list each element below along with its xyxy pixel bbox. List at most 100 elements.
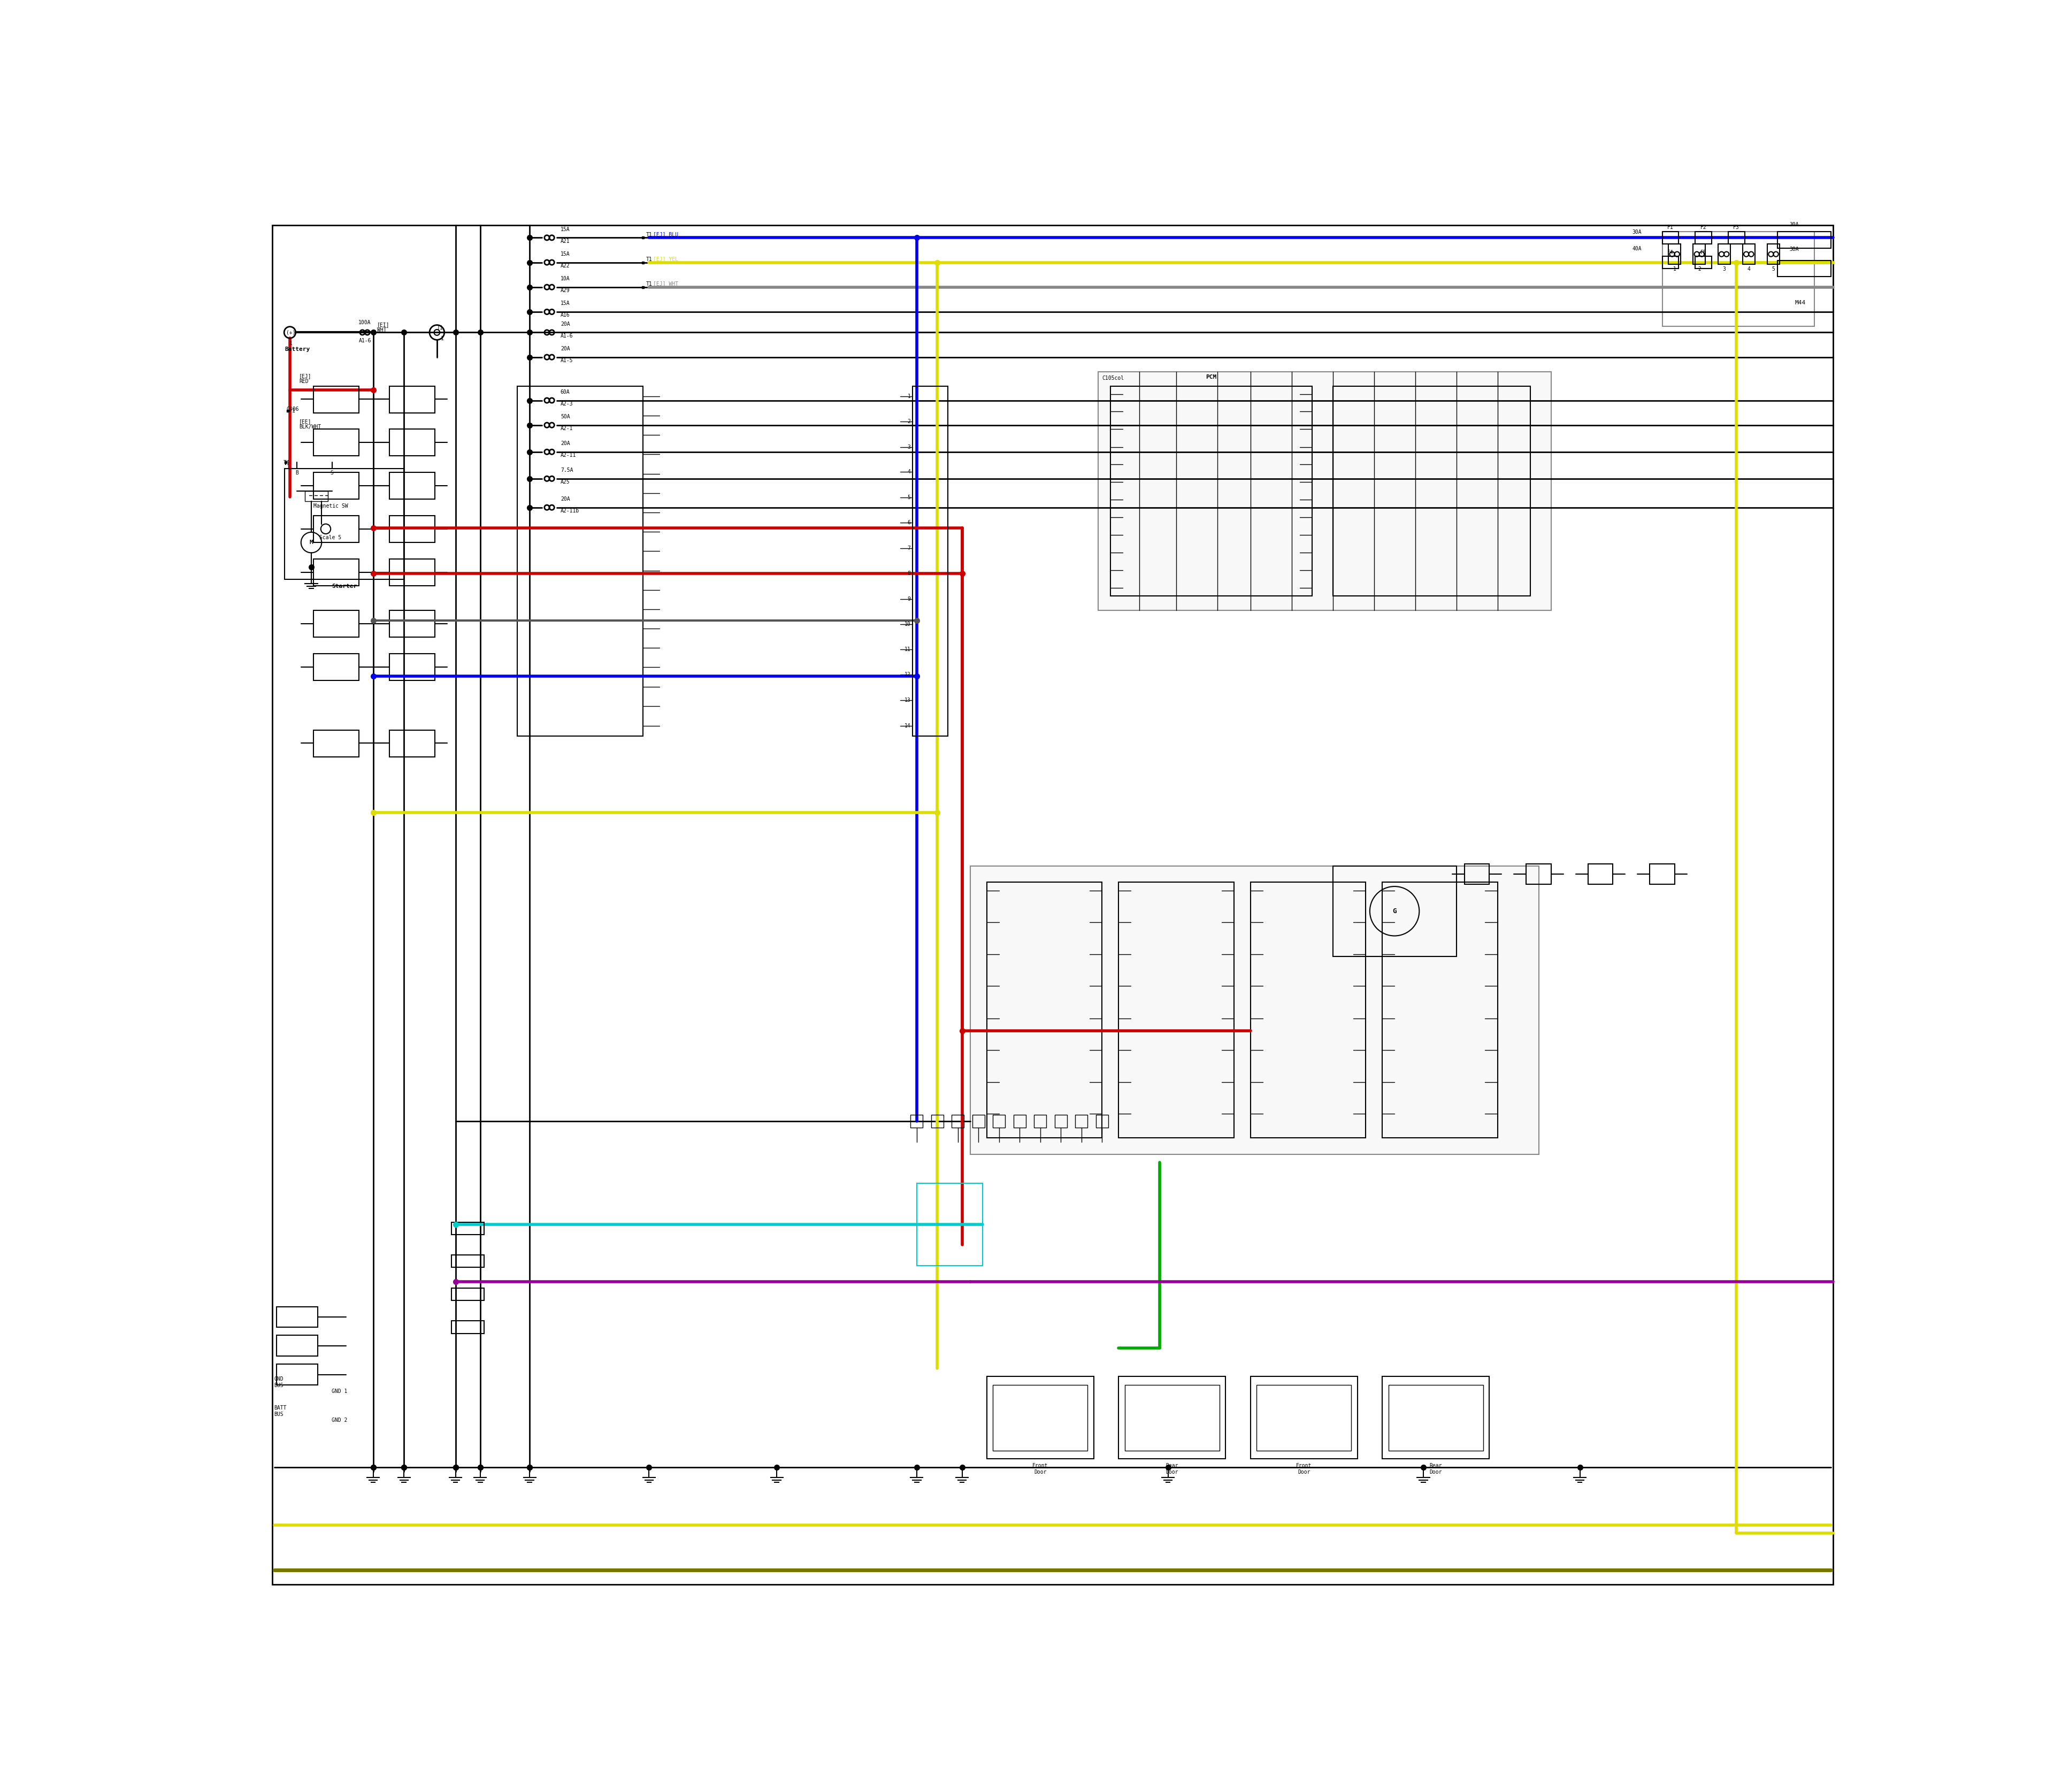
Bar — [1257, 1385, 1352, 1452]
Bar — [910, 1115, 922, 1127]
Text: F4: F4 — [1668, 249, 1674, 254]
Text: F3: F3 — [1734, 226, 1740, 231]
Text: F2: F2 — [1701, 226, 1707, 231]
Text: [EJ] WHT: [EJ] WHT — [653, 281, 678, 287]
Text: G: G — [1393, 909, 1397, 914]
Text: BLK/WHT: BLK/WHT — [300, 425, 320, 430]
Bar — [1076, 1115, 1089, 1127]
Bar — [1099, 371, 1551, 611]
Text: GND 1: GND 1 — [333, 1389, 347, 1394]
Bar — [1649, 864, 1674, 885]
Text: F1: F1 — [1668, 226, 1674, 231]
Text: 6: 6 — [908, 520, 910, 525]
Bar — [1111, 385, 1313, 597]
Text: Rear
Door: Rear Door — [1167, 1462, 1179, 1475]
Text: M44: M44 — [1795, 301, 1805, 306]
Bar — [390, 729, 435, 756]
Text: 2: 2 — [908, 419, 910, 425]
Bar — [277, 1364, 318, 1385]
Bar — [1777, 231, 1830, 247]
Text: [EJ]: [EJ] — [300, 373, 312, 378]
Text: 1: 1 — [288, 464, 290, 470]
Text: T1: T1 — [645, 256, 651, 262]
Bar — [390, 654, 435, 681]
Text: T1: T1 — [438, 324, 444, 330]
Bar — [314, 611, 359, 638]
Bar — [1588, 864, 1612, 885]
Text: 8: 8 — [908, 570, 910, 575]
Bar — [1692, 244, 1705, 265]
Text: [EE]: [EE] — [300, 419, 312, 425]
Text: 20A: 20A — [561, 441, 569, 446]
Bar — [1717, 244, 1729, 265]
Text: A2-1: A2-1 — [561, 426, 573, 432]
Bar — [1526, 864, 1551, 885]
Bar — [314, 516, 359, 543]
Bar — [1662, 256, 1678, 269]
Bar — [1382, 882, 1497, 1138]
Text: [EI]: [EI] — [378, 323, 390, 328]
Text: Front
Door: Front Door — [1033, 1462, 1048, 1475]
Text: WHT: WHT — [378, 328, 386, 333]
Text: 7.5A: 7.5A — [561, 468, 573, 473]
Text: Front
Door: Front Door — [1296, 1462, 1313, 1475]
Text: 10A: 10A — [561, 276, 569, 281]
Bar — [1662, 231, 1814, 326]
Text: GND 2: GND 2 — [333, 1417, 347, 1423]
Bar — [314, 473, 359, 500]
Text: 14: 14 — [904, 724, 910, 729]
Text: Starter: Starter — [331, 584, 357, 590]
Text: 7: 7 — [908, 545, 910, 550]
Bar — [916, 1183, 982, 1265]
Bar — [992, 1115, 1004, 1127]
Text: 3: 3 — [908, 444, 910, 450]
Bar — [1333, 866, 1456, 957]
Text: GND
BUS: GND BUS — [275, 1376, 283, 1389]
Bar — [951, 1115, 963, 1127]
Bar — [912, 385, 947, 737]
Text: 15A: 15A — [561, 301, 569, 306]
Bar — [452, 1254, 485, 1267]
Bar — [1033, 1115, 1045, 1127]
Bar — [992, 1385, 1089, 1452]
Bar — [390, 430, 435, 455]
Bar — [390, 385, 435, 412]
Text: 40A: 40A — [1633, 246, 1641, 251]
Text: 1: 1 — [1674, 267, 1676, 272]
Text: A2-3: A2-3 — [561, 401, 573, 407]
Bar — [1013, 1115, 1025, 1127]
Bar — [1777, 260, 1830, 276]
Text: C105col: C105col — [1103, 376, 1124, 382]
Bar — [1727, 231, 1744, 244]
Text: S: S — [331, 471, 333, 475]
Text: 5: 5 — [1773, 267, 1775, 272]
Text: A1-5: A1-5 — [561, 358, 573, 364]
Text: 15A: 15A — [561, 226, 569, 231]
Bar — [286, 468, 405, 579]
Bar — [972, 1115, 984, 1127]
Bar — [986, 1376, 1095, 1459]
Text: 12: 12 — [904, 672, 910, 677]
Bar — [930, 1115, 943, 1127]
Text: [EJ] YEL: [EJ] YEL — [653, 256, 678, 262]
Bar — [390, 516, 435, 543]
Text: C406: C406 — [286, 407, 300, 412]
Text: A22: A22 — [561, 263, 569, 269]
Bar — [390, 473, 435, 500]
Text: Battery: Battery — [286, 348, 310, 353]
Text: M: M — [310, 539, 312, 545]
Bar — [986, 882, 1103, 1138]
Text: 4: 4 — [908, 470, 910, 475]
Text: Scale 5: Scale 5 — [320, 536, 341, 541]
Text: RED: RED — [300, 378, 308, 383]
Text: 20A: 20A — [561, 346, 569, 351]
Text: A2-11b: A2-11b — [561, 509, 579, 514]
Text: [EJ] BLU: [EJ] BLU — [653, 231, 678, 237]
Bar — [277, 1335, 318, 1357]
Bar — [1251, 1376, 1358, 1459]
Text: 4: 4 — [1748, 267, 1750, 272]
Text: A25: A25 — [561, 480, 569, 486]
Text: 30A: 30A — [1789, 222, 1799, 228]
Bar — [306, 491, 329, 502]
Bar — [1119, 1376, 1226, 1459]
